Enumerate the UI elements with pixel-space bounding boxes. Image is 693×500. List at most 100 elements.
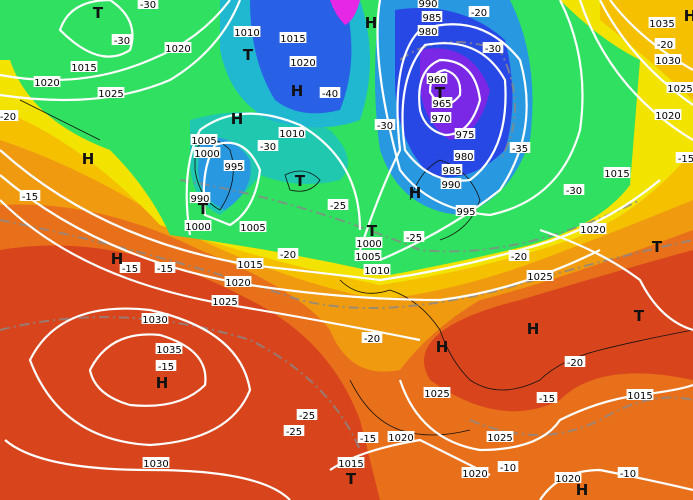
svg-text:-30: -30 <box>377 121 393 132</box>
svg-text:975: 975 <box>455 130 474 141</box>
high-pressure-marker: H <box>111 250 124 268</box>
isotherm-label: -20 <box>361 332 383 345</box>
isobar-label: 1020 <box>461 467 489 480</box>
isobar-label: 1020 <box>654 109 682 122</box>
svg-text:1015: 1015 <box>338 459 363 470</box>
svg-text:1015: 1015 <box>237 260 262 271</box>
svg-text:1020: 1020 <box>388 433 413 444</box>
isotherm-label: -20 <box>277 248 299 261</box>
svg-text:-25: -25 <box>406 233 422 244</box>
isobar-label: 975 <box>454 128 476 141</box>
svg-text:1000: 1000 <box>194 149 219 160</box>
svg-text:1005: 1005 <box>191 136 216 147</box>
svg-text:985: 985 <box>422 13 441 24</box>
isobar-label: 1025 <box>526 270 554 283</box>
svg-text:1025: 1025 <box>487 433 512 444</box>
isobar-label: 980 <box>417 25 439 38</box>
isobar-label: 995 <box>455 205 477 218</box>
isotherm-label: -20 <box>564 356 586 369</box>
isotherm-label: -20 <box>468 6 490 19</box>
isobar-label: 985 <box>441 164 463 177</box>
high-pressure-marker: H <box>231 110 244 128</box>
svg-text:-20: -20 <box>471 8 487 19</box>
isobar-label: 1005 <box>190 134 218 147</box>
isotherm-label: -10 <box>617 467 639 480</box>
isobar-label: 1035 <box>648 17 676 30</box>
svg-text:960: 960 <box>427 75 446 86</box>
svg-text:-15: -15 <box>539 394 555 405</box>
isobar-label: 1030 <box>654 54 682 67</box>
svg-text:1025: 1025 <box>98 89 123 100</box>
isobar-label: 1000 <box>193 147 221 160</box>
isobar-label: 1010 <box>278 127 306 140</box>
low-pressure-marker: T <box>93 4 104 22</box>
isobar-label: 1005 <box>354 250 382 263</box>
svg-text:-15: -15 <box>158 362 174 373</box>
isotherm-label: -30 <box>563 184 585 197</box>
svg-text:1020: 1020 <box>580 225 605 236</box>
isotherm-label: -25 <box>296 409 318 422</box>
svg-text:-25: -25 <box>286 427 302 438</box>
isotherm-label: -30 <box>111 34 133 47</box>
isobar-label: 1020 <box>33 76 61 89</box>
svg-text:1015: 1015 <box>627 391 652 402</box>
low-pressure-marker: T <box>346 470 357 488</box>
isotherm-label: -15 <box>536 392 558 405</box>
svg-text:-20: -20 <box>511 252 527 263</box>
isobar-label: 1015 <box>70 61 98 74</box>
isobar-label: 990 <box>189 192 211 205</box>
svg-text:1010: 1010 <box>279 129 304 140</box>
svg-text:1015: 1015 <box>71 63 96 74</box>
svg-text:-15: -15 <box>157 264 173 275</box>
low-pressure-marker: T <box>652 238 663 256</box>
svg-text:1020: 1020 <box>165 44 190 55</box>
isobar-label: 980 <box>453 150 475 163</box>
isotherm-label: -15 <box>357 432 379 445</box>
isobar-label: 1000 <box>184 220 212 233</box>
svg-text:1005: 1005 <box>240 223 265 234</box>
svg-text:1030: 1030 <box>142 315 167 326</box>
high-pressure-marker: H <box>409 184 422 202</box>
svg-text:990: 990 <box>190 194 209 205</box>
svg-text:1015: 1015 <box>604 169 629 180</box>
svg-text:-25: -25 <box>299 411 315 422</box>
svg-text:990: 990 <box>418 0 437 10</box>
svg-text:-15: -15 <box>360 434 376 445</box>
svg-text:1025: 1025 <box>212 297 237 308</box>
isobar-label: 1035 <box>155 343 183 356</box>
high-pressure-marker: H <box>156 374 169 392</box>
svg-text:-25: -25 <box>330 201 346 212</box>
isotherm-label: -15 <box>155 360 177 373</box>
isobar-label: 1020 <box>579 223 607 236</box>
svg-text:1010: 1010 <box>364 266 389 277</box>
svg-text:1005: 1005 <box>355 252 380 263</box>
isotherm-label: -20 <box>0 110 19 123</box>
isotherm-label: -20 <box>654 38 676 51</box>
high-pressure-marker: H <box>82 150 95 168</box>
svg-text:980: 980 <box>418 27 437 38</box>
isobar-label: 1000 <box>355 237 383 250</box>
svg-text:1020: 1020 <box>462 469 487 480</box>
isotherm-label: -30 <box>257 140 279 153</box>
isobar-label: 1010 <box>233 26 261 39</box>
svg-text:995: 995 <box>224 162 243 173</box>
isobar-label: 1015 <box>337 457 365 470</box>
svg-text:1035: 1035 <box>649 19 674 30</box>
svg-text:-10: -10 <box>500 463 516 474</box>
isobar-label: 1025 <box>97 87 125 100</box>
svg-text:-40: -40 <box>322 89 338 100</box>
temperature-labels: -30 -30 -20 -15 -15 -20 -25 -30 -40 -30 -35 -30 -20 -… <box>0 0 693 480</box>
high-pressure-marker: H <box>527 320 540 338</box>
svg-text:970: 970 <box>431 114 450 125</box>
isotherm-label: -25 <box>403 231 425 244</box>
pressure-labels: 1020 1015 1020 1025 1010 1015 1020 990 985 980 960… <box>33 0 693 485</box>
svg-text:-15: -15 <box>678 154 693 165</box>
svg-text:-15: -15 <box>122 264 138 275</box>
isobar-label: 960 <box>426 73 448 86</box>
low-pressure-marker: T <box>367 222 378 240</box>
isobar-label: 1025 <box>423 387 451 400</box>
isotherm-label: -40 <box>319 87 341 100</box>
svg-text:-20: -20 <box>364 334 380 345</box>
svg-text:1020: 1020 <box>34 78 59 89</box>
isotherm-label: -15 <box>119 262 141 275</box>
